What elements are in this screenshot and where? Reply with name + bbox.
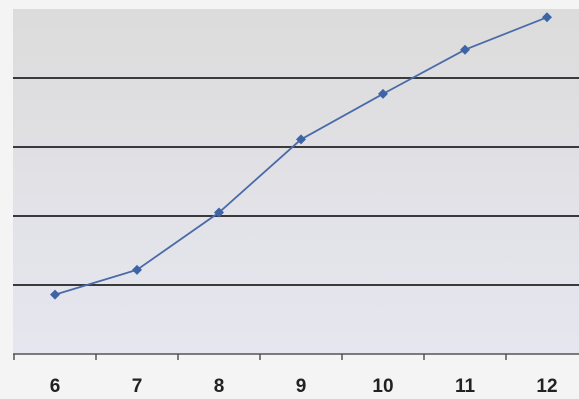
data-point-7 [132, 264, 142, 275]
x-tick-label: 8 [214, 376, 225, 397]
data-point-12 [542, 12, 552, 23]
data-point-10 [378, 88, 388, 99]
plot-area [13, 9, 579, 354]
x-tick-label: 9 [296, 376, 307, 397]
data-point-11 [460, 44, 470, 55]
x-tick-label: 10 [372, 376, 393, 397]
data-point-8 [214, 207, 224, 218]
data-points [50, 12, 552, 300]
x-tick-label: 12 [536, 376, 557, 397]
x-tick-label: 11 [455, 376, 476, 397]
x-axis [13, 353, 579, 360]
x-tick-label: 7 [132, 376, 143, 397]
data-point-9 [296, 134, 306, 145]
x-tick-label: 6 [50, 376, 61, 397]
x-tick-labels: 6 7 8 9 10 11 12 [50, 376, 558, 397]
data-point-6 [50, 289, 60, 300]
gridlines [13, 77, 579, 286]
